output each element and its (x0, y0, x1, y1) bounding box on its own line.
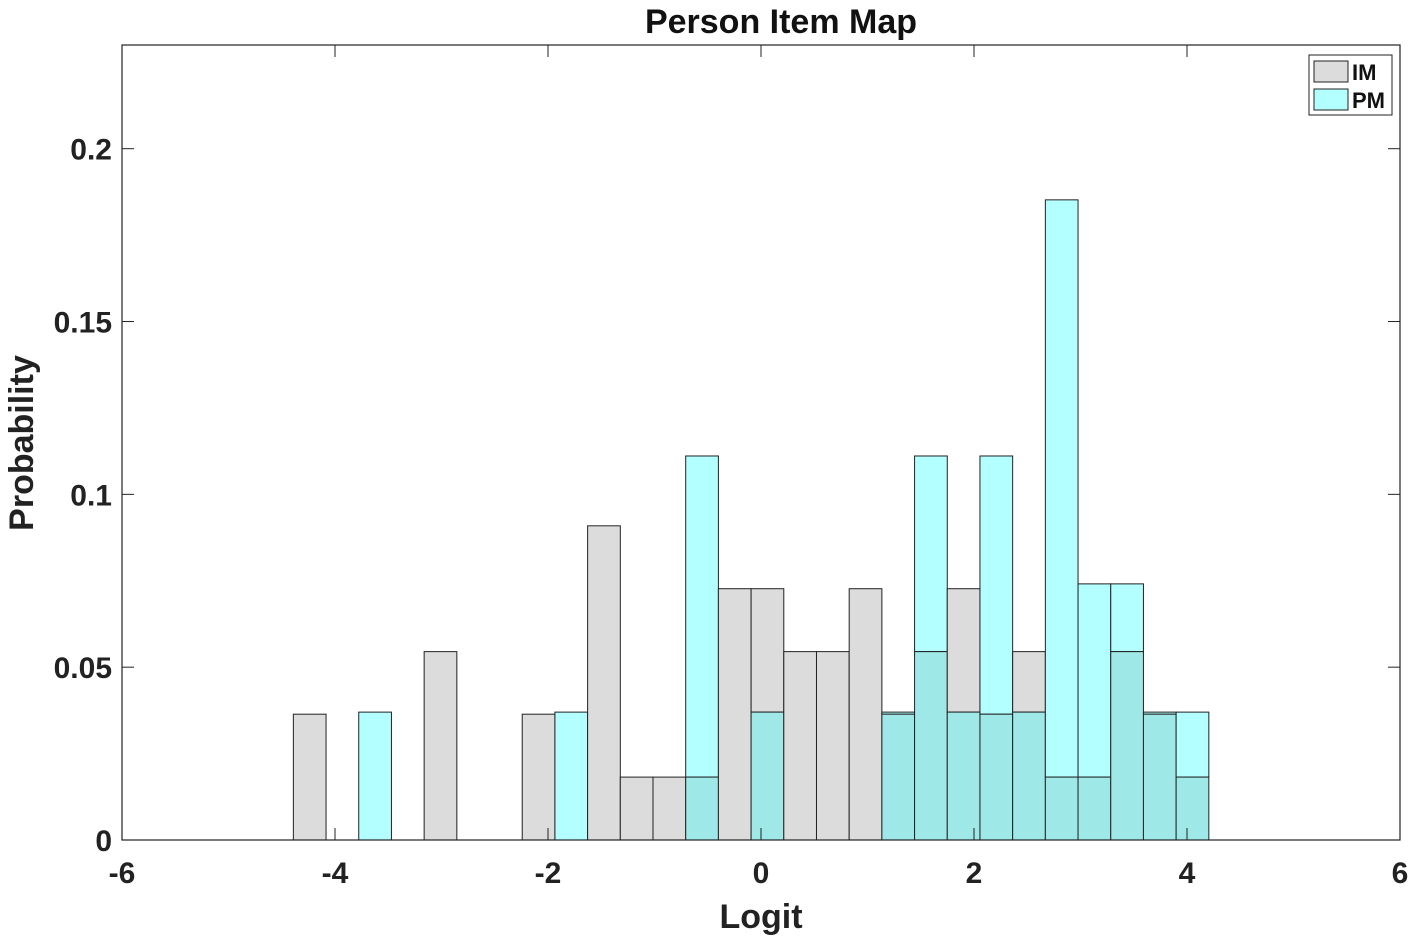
ticks-layer: -6 -4 -2 0 2 4 6 0 0.05 0.1 0.15 0.2 (54, 45, 1409, 890)
im-bar (652, 776, 687, 841)
overlap-bar (1142, 713, 1177, 841)
pm-bar (1175, 711, 1210, 778)
bars-layer (227, 199, 1210, 841)
x-tick-label: -2 (535, 857, 562, 890)
x-tick-label: 4 (1179, 857, 1196, 890)
im-bar (1012, 651, 1046, 713)
im-bar (946, 588, 981, 713)
overlap-bar (979, 713, 1014, 841)
y-tick-label: 0 (95, 825, 112, 858)
overlap-bar (1044, 776, 1079, 841)
im-bar (815, 651, 850, 841)
overlap-bar (685, 776, 719, 841)
overlap-bar (1110, 651, 1144, 841)
x-tick-label: 0 (753, 857, 770, 890)
im-bar (521, 713, 556, 841)
overlap-bar (881, 713, 916, 841)
pm-bar (1110, 583, 1144, 653)
chart-title: Person Item Map (645, 3, 917, 41)
y-axis-label: Probability (3, 355, 41, 531)
im-bar (292, 713, 327, 841)
overlap-bar (1077, 776, 1112, 841)
im-bar (848, 588, 883, 841)
im-bar (783, 651, 817, 841)
y-tick-label: 0.2 (70, 134, 112, 167)
im-bar (717, 588, 752, 841)
y-tick-label: 0.1 (70, 479, 112, 512)
pm-bar (685, 455, 719, 778)
legend-label-pm: PM (1352, 88, 1385, 113)
overlap-bar (750, 711, 785, 841)
im-bar (423, 651, 458, 841)
legend-swatch-pm (1313, 88, 1349, 111)
legend-label-im: IM (1352, 60, 1376, 85)
pm-bar (979, 455, 1014, 715)
x-axis-label: Logit (719, 898, 802, 936)
x-tick-label: 2 (966, 857, 983, 890)
overlap-bar (1012, 711, 1046, 841)
overlap-bar (914, 651, 948, 841)
im-bar (619, 776, 654, 841)
y-tick-label: 0.15 (54, 307, 112, 340)
legend-swatch-im (1313, 60, 1349, 83)
overlap-bar (946, 711, 981, 841)
overlap-bar (1175, 776, 1210, 841)
x-tick-label: -6 (109, 857, 136, 890)
pm-bar (554, 711, 589, 841)
x-tick-label: 6 (1392, 857, 1409, 890)
x-tick-label: -4 (322, 857, 349, 890)
im-bar (587, 525, 621, 841)
pm-bar (914, 455, 948, 653)
im-bar (750, 588, 785, 713)
pm-bar (1044, 199, 1079, 778)
pm-bar (1077, 583, 1112, 778)
y-tick-label: 0.05 (54, 652, 112, 685)
pm-bar (358, 711, 392, 841)
legend: IM PM (1308, 54, 1393, 116)
